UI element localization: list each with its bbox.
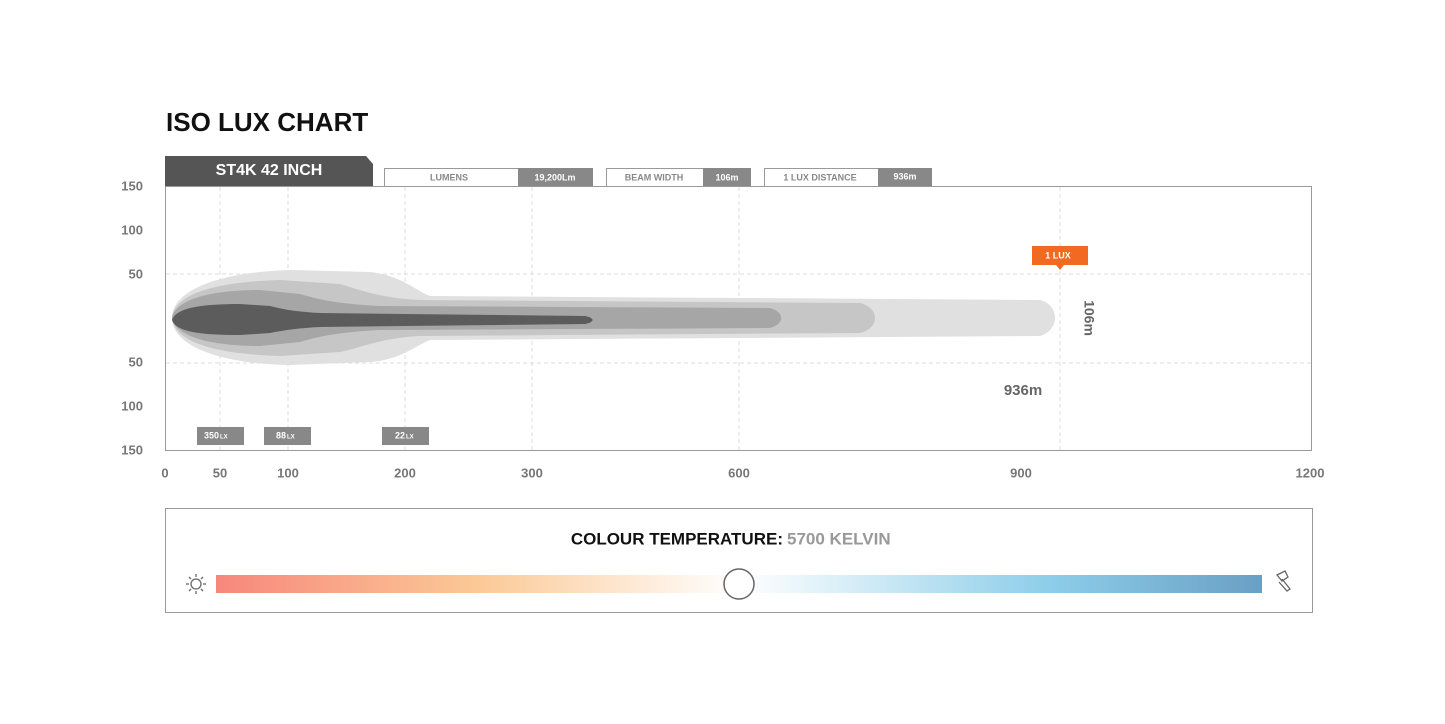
colour-knob xyxy=(723,568,755,600)
warm-icon xyxy=(186,574,206,594)
x-tick-label: 600 xyxy=(728,465,750,480)
product-tab xyxy=(165,156,373,186)
lux-value: 22 xyxy=(395,430,405,440)
x-axis: 0 50 100 200 300 600 900 1200 xyxy=(161,465,1324,480)
colour-value: 5700 KELVIN xyxy=(787,529,891,548)
spec-value: 936m xyxy=(893,171,916,181)
x-tick-label: 100 xyxy=(277,465,299,480)
beam-shape xyxy=(172,270,1055,365)
x-tick-label: 300 xyxy=(521,465,543,480)
distance-label: 936m xyxy=(1004,382,1042,399)
lux-labels: 350 LX 88 LX 22 LX xyxy=(197,427,429,445)
spec-label: LUMENS xyxy=(430,172,468,182)
lux-value: 350 xyxy=(204,430,219,440)
lux-marker-label: 1 LUX xyxy=(1045,250,1071,260)
y-axis: 150 100 50 50 100 150 xyxy=(121,178,143,457)
spec-value: 106m xyxy=(715,172,738,182)
y-tick-label: 50 xyxy=(129,354,143,369)
y-tick-label: 100 xyxy=(121,398,143,413)
y-tick-label: 50 xyxy=(129,266,143,281)
y-tick-label: 150 xyxy=(121,178,143,193)
y-tick-label: 150 xyxy=(121,442,143,457)
x-tick-label: 0 xyxy=(161,465,168,480)
spec-value: 19,200Lm xyxy=(534,172,575,182)
x-tick-label: 50 xyxy=(213,465,227,480)
x-tick-label: 900 xyxy=(1010,465,1032,480)
spec-label: 1 LUX DISTANCE xyxy=(783,172,856,182)
title: ISO LUX CHART xyxy=(166,107,368,137)
lux-unit: LX xyxy=(406,435,414,441)
product-label: ST4K 42 INCH xyxy=(216,162,323,179)
y-tick-label: 100 xyxy=(121,222,143,237)
lux-marker xyxy=(1032,246,1088,270)
spec-boxes: LUMENS 19,200Lm BEAM WIDTH 106m 1 LUX DI… xyxy=(384,168,932,187)
width-label: 106m xyxy=(1081,300,1097,336)
colour-label: COLOUR TEMPERATURE: xyxy=(571,529,783,548)
x-tick-label: 1200 xyxy=(1296,465,1325,480)
x-tick-label: 200 xyxy=(394,465,416,480)
spec-label: BEAM WIDTH xyxy=(625,172,684,182)
lux-value: 88 xyxy=(276,430,286,440)
cool-icon xyxy=(1275,570,1291,592)
lux-unit: LX xyxy=(287,435,295,441)
lux-unit: LX xyxy=(220,435,228,441)
